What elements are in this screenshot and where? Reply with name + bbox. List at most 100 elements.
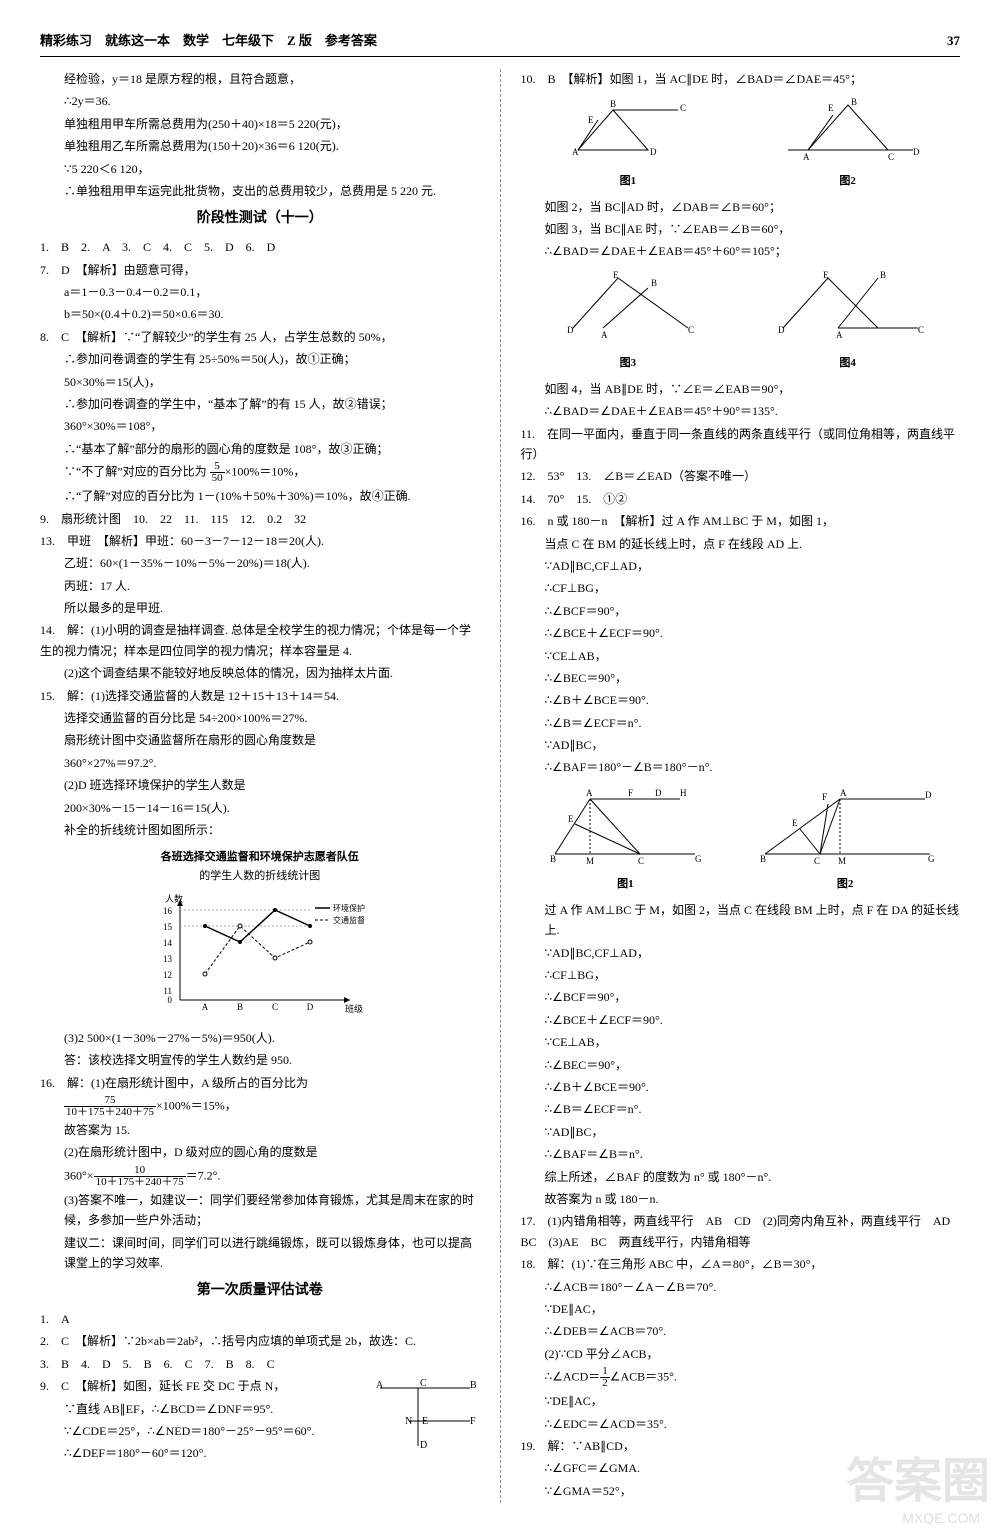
answer-16: 16. n 或 180－n 【解析】过 A 作 AM⊥BC 于 M，如图 1， [521, 511, 961, 531]
text: 扇形统计图中交通监督所在扇形的圆心角度数是 [40, 730, 480, 750]
chart-svg: 11 12 13 14 15 16 0 A B C D [150, 890, 370, 1020]
text: 50×30%＝15(人)， [40, 372, 480, 392]
text: (3)2 500×(1－30%－27%－5%)＝950(人). [40, 1028, 480, 1048]
text: b＝50×(0.4＋0.2)＝50×0.6＝30. [40, 304, 480, 324]
text: ∵5 220＜6 120， [40, 159, 480, 179]
text: ∴∠BAF＝∠B＝n°. [521, 1144, 961, 1164]
svg-text:E: E [613, 270, 619, 280]
svg-text:C: C [680, 103, 686, 113]
text: ∵AD∥BC,CF⊥AD， [521, 556, 961, 576]
answer-19: 19. 解：∵AB∥CD， [521, 1436, 961, 1456]
svg-text:E: E [828, 103, 834, 113]
answer-b2: 2. C 【解析】∵2b×ab＝2ab²，∴括号内应填的单项式是 2b，故选：C… [40, 1331, 480, 1351]
svg-text:D: D [925, 790, 932, 800]
text: (2)D 班选择环境保护的学生人数是 [40, 775, 480, 795]
text: ∴2y＝36. [40, 91, 480, 111]
svg-text:M: M [586, 856, 594, 866]
page-number: 37 [947, 30, 960, 52]
text: ∵∠CDE＝25°，∴∠NED＝180°－25°－95°＝60°. [40, 1421, 362, 1441]
text: ∴∠DEF＝180°－60°＝120°. [40, 1443, 362, 1463]
section-title-2: 第一次质量评估试卷 [40, 1279, 480, 1303]
text: 如图 3，当 BC∥AE 时，∵∠EAB＝∠B＝60°， [521, 219, 961, 239]
text: ∴∠B＋∠BCE＝90°. [521, 690, 961, 710]
svg-text:E: E [422, 1416, 428, 1427]
svg-text:环境保护: 环境保护 [333, 903, 365, 913]
text: ∴CF⊥BG， [521, 578, 961, 598]
answer-11: 11. 在同一平面内，垂直于同一条直线的两条直线平行（或同位角相等，两直线平行） [521, 424, 961, 465]
header-left: 精彩练习 就练这一本 数学 七年级下 Z 版 参考答案 [40, 30, 377, 52]
text: ∴参加问卷调查的学生中，“基本了解”的有 15 人，故②错误； [40, 394, 480, 414]
svg-text:班级: 班级 [345, 1003, 363, 1014]
text: ∵∠GMA＝52°， [521, 1481, 961, 1501]
svg-text:D: D [307, 1002, 314, 1012]
answer-16: 16. 解：(1)在扇形统计图中，A 级所占的百分比为 [40, 1073, 480, 1093]
answer-18: 18. 解：(1)∵在三角形 ABC 中，∠A＝80°，∠B＝30°， [521, 1254, 961, 1274]
svg-text:A: A [840, 788, 847, 798]
svg-text:D: D [567, 325, 574, 335]
answer-15: 15. 解：(1)选择交通监督的人数是 12＋15＋13＋14＝54. [40, 686, 480, 706]
svg-text:A: A [836, 330, 843, 340]
text: ∴“基本了解”部分的扇形的圆心角的度数是 108°，故③正确； [40, 439, 480, 459]
text: ∴∠BCF＝90°， [521, 987, 961, 1007]
svg-text:B: B [470, 1380, 477, 1391]
text: (2)在扇形统计图中，D 级对应的圆心角的度数是 [40, 1142, 480, 1162]
text: ∴∠BEC＝90°， [521, 668, 961, 688]
text: ∴∠BEC＝90°， [521, 1055, 961, 1075]
text: ∴∠BAF＝180°－∠B＝180°－n°. [521, 757, 961, 777]
svg-text:16: 16 [163, 906, 173, 916]
text: 过 A 作 AM⊥BC 于 M，如图 2，当点 C 在线段 BM 上时，点 F … [521, 900, 961, 941]
text: ∵CE⊥AB， [521, 646, 961, 666]
svg-text:B: B [760, 854, 766, 864]
chart-title: 各班选择交通监督和环境保护志愿者队伍 [40, 848, 480, 867]
text: 单独租用乙车所需总费用为(150＋20)×36＝6 120(元). [40, 136, 480, 156]
svg-text:F: F [822, 792, 827, 802]
text: ∴∠DEB＝∠ACB＝70°. [521, 1321, 961, 1341]
text: 如图 2，当 BC∥AD 时，∠DAB＝∠B＝60°； [521, 197, 961, 217]
text: ∵AD∥BC， [521, 735, 961, 755]
text: 故答案为 15. [40, 1120, 480, 1140]
figure-16-1-2: A F D H E B M C G 图1 [521, 784, 961, 894]
svg-text:C: C [688, 325, 694, 335]
svg-text:H: H [680, 788, 687, 798]
text: 如图 4，当 AB∥DE 时，∵∠E＝∠EAB＝90°， [521, 379, 961, 399]
svg-text:C: C [918, 325, 924, 335]
text: 综上所述，∠BAF 的度数为 n° 或 180°－n°. [521, 1167, 961, 1187]
svg-text:C: C [814, 856, 820, 866]
text: 乙班：60×(1－35%－10%－5%－20%)＝18(人). [40, 553, 480, 573]
text: ∵直线 AB∥EF，∴∠BCD＝∠DNF＝95°. [40, 1399, 362, 1419]
text: ∴参加问卷调查的学生有 25÷50%＝50(人)，故①正确； [40, 349, 480, 369]
text: 360°×1010＋175＋240＋75＝7.2°. [40, 1165, 480, 1188]
text: 选择交通监督的百分比是 54÷200×100%＝27%. [40, 708, 480, 728]
svg-text:D: D [420, 1440, 427, 1451]
svg-text:B: B [237, 1002, 243, 1012]
answer-b9: 9. C 【解析】如图，延长 FE 交 DC 于点 N， [40, 1376, 362, 1396]
text: 所以最多的是甲班. [40, 598, 480, 618]
text: ∵CE⊥AB， [521, 1032, 961, 1052]
svg-text:A: A [586, 788, 593, 798]
figure-1-2: A D B C E 图1 A D E B C [521, 95, 961, 190]
text: 200×30%－15－14－16＝15(人). [40, 798, 480, 818]
svg-text:D: D [655, 788, 662, 798]
text: (3)答案不唯一，如建议一：同学们要经常参加体育锻炼，尤其是周末在家的时候，多参… [40, 1190, 480, 1231]
svg-text:人数: 人数 [165, 893, 183, 904]
svg-text:E: E [588, 115, 594, 125]
answer-8: 8. C 【解析】∵“了解较少”的学生有 25 人，占学生总数的 50%， [40, 327, 480, 347]
figure-3-4: D A E B C 图3 D A E B C [521, 268, 961, 373]
svg-text:C: C [888, 152, 894, 162]
svg-text:12: 12 [163, 970, 172, 980]
svg-text:A: A [202, 1002, 209, 1012]
text: ∴∠B＝∠ECF＝n°. [521, 713, 961, 733]
right-column: 10. B 【解析】如图 1，当 AC∥DE 时，∠BAD＝∠DAE＝45°； … [521, 69, 961, 1503]
answer-13: 13. 甲班 【解析】甲班：60－3－7－12－18＝20(人). [40, 531, 480, 551]
answer-7: 7. D 【解析】由题意可得， [40, 260, 480, 280]
answer-14-15: 14. 70° 15. ①② [521, 489, 961, 509]
text: ∴CF⊥BG， [521, 965, 961, 985]
svg-text:A: A [572, 147, 579, 157]
svg-text:E: E [792, 818, 798, 828]
text: ∵DE∥AC， [521, 1391, 961, 1411]
text: ∴∠BCE＋∠ECF＝90°. [521, 1010, 961, 1030]
text: 360°×30%＝108°， [40, 416, 480, 436]
section-title: 阶段性测试（十一） [40, 207, 480, 231]
text: ∴∠B＋∠BCE＝90°. [521, 1077, 961, 1097]
text: (2)这个调查结果不能较好地反映总体的情况，因为抽样太片面. [40, 663, 480, 683]
